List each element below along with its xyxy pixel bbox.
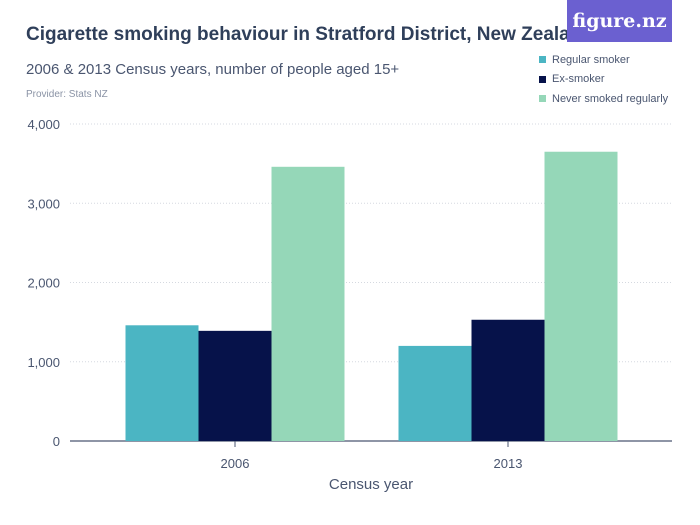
legend-item: Ex-smoker xyxy=(539,70,668,90)
legend-swatch xyxy=(539,56,546,64)
y-tick-label: 2,000 xyxy=(27,276,60,291)
chart-title: Cigarette smoking behaviour in Stratford… xyxy=(26,24,593,45)
bar-regular-smoker-2013 xyxy=(398,345,472,441)
legend: Regular smoker Ex-smoker Never smoked regu… xyxy=(539,50,668,109)
provider-note: Provider: Stats NZ xyxy=(26,89,108,100)
x-tick-label: 2006 xyxy=(221,456,250,471)
legend-item: Regular smoker xyxy=(539,50,668,70)
x-tick-label: 2013 xyxy=(494,456,523,471)
x-axis-title: Census year xyxy=(329,476,413,493)
y-axis-ticks: 0 1,000 2,000 3,000 4,000 xyxy=(27,117,60,449)
y-tick-label: 4,000 xyxy=(27,117,60,132)
legend-label: Regular smoker xyxy=(552,53,630,66)
chart-subtitle: 2006 & 2013 Census years, number of peop… xyxy=(26,61,400,78)
bar-ex-smoker-2013 xyxy=(471,319,545,441)
x-axis-ticks: 2006 2013 xyxy=(221,441,523,471)
figure-nz-logo[interactable]: figure.nz xyxy=(567,0,672,42)
legend-label: Ex-smoker xyxy=(552,73,605,86)
y-tick-label: 1,000 xyxy=(27,355,60,370)
legend-swatch xyxy=(539,75,546,83)
y-tick-label: 3,000 xyxy=(27,196,60,211)
bar-never-smoked-regularly-2006 xyxy=(271,166,345,442)
legend-swatch xyxy=(539,95,546,103)
y-tick-label: 0 xyxy=(53,434,60,449)
legend-item: Never smoked regularly xyxy=(539,89,668,109)
bars xyxy=(125,151,618,442)
legend-label: Never smoked regularly xyxy=(552,92,669,105)
bar-regular-smoker-2006 xyxy=(125,325,199,441)
bar-ex-smoker-2006 xyxy=(198,330,272,441)
bar-never-smoked-regularly-2013 xyxy=(544,151,618,442)
